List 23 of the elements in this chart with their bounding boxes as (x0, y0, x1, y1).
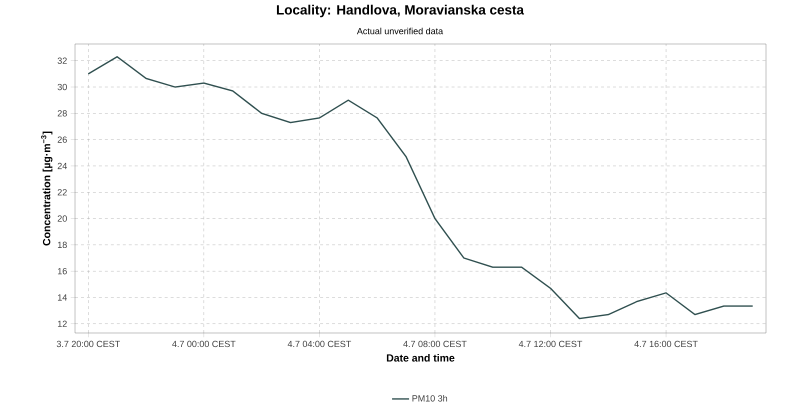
y-tick-label: 30 (58, 84, 67, 90)
x-tick-label: 4.7 08:00 CEST (403, 340, 467, 348)
y-tick-label: 24 (58, 162, 67, 170)
y-tick-label: 22 (58, 189, 67, 196)
y-tick-label: 18 (58, 242, 67, 248)
line-series (88, 56, 754, 320)
y-tick-label: 20 (58, 215, 67, 222)
y-tick-label: 32 (58, 58, 67, 64)
x-tick-label: 4.7 00:00 CEST (172, 340, 236, 348)
x-axis-title: Date and time (386, 354, 454, 362)
y-tick-label: 28 (58, 110, 67, 117)
y-tick-label: 26 (58, 136, 67, 143)
chart-subtitle: Actual unverified data (356, 28, 444, 34)
y-axis-title: Concentration [µg·m$^{−3}$] (41, 132, 52, 246)
x-tick-label: 4.7 04:00 CEST (288, 340, 352, 348)
y-tick-label: 14 (58, 294, 67, 301)
chart-title: Locality: Handlova, Moravianska cesta (276, 4, 524, 18)
x-tick-label: 4.7 16:00 CEST (634, 340, 698, 348)
x-tick-label: 3.7 20:00 CEST (56, 340, 120, 348)
y-tick-label: 16 (58, 268, 67, 274)
x-tick-label: 4.7 12:00 CEST (518, 340, 582, 348)
legend-label: PM10 3h (412, 394, 448, 402)
y-tick-label: 12 (58, 320, 67, 327)
